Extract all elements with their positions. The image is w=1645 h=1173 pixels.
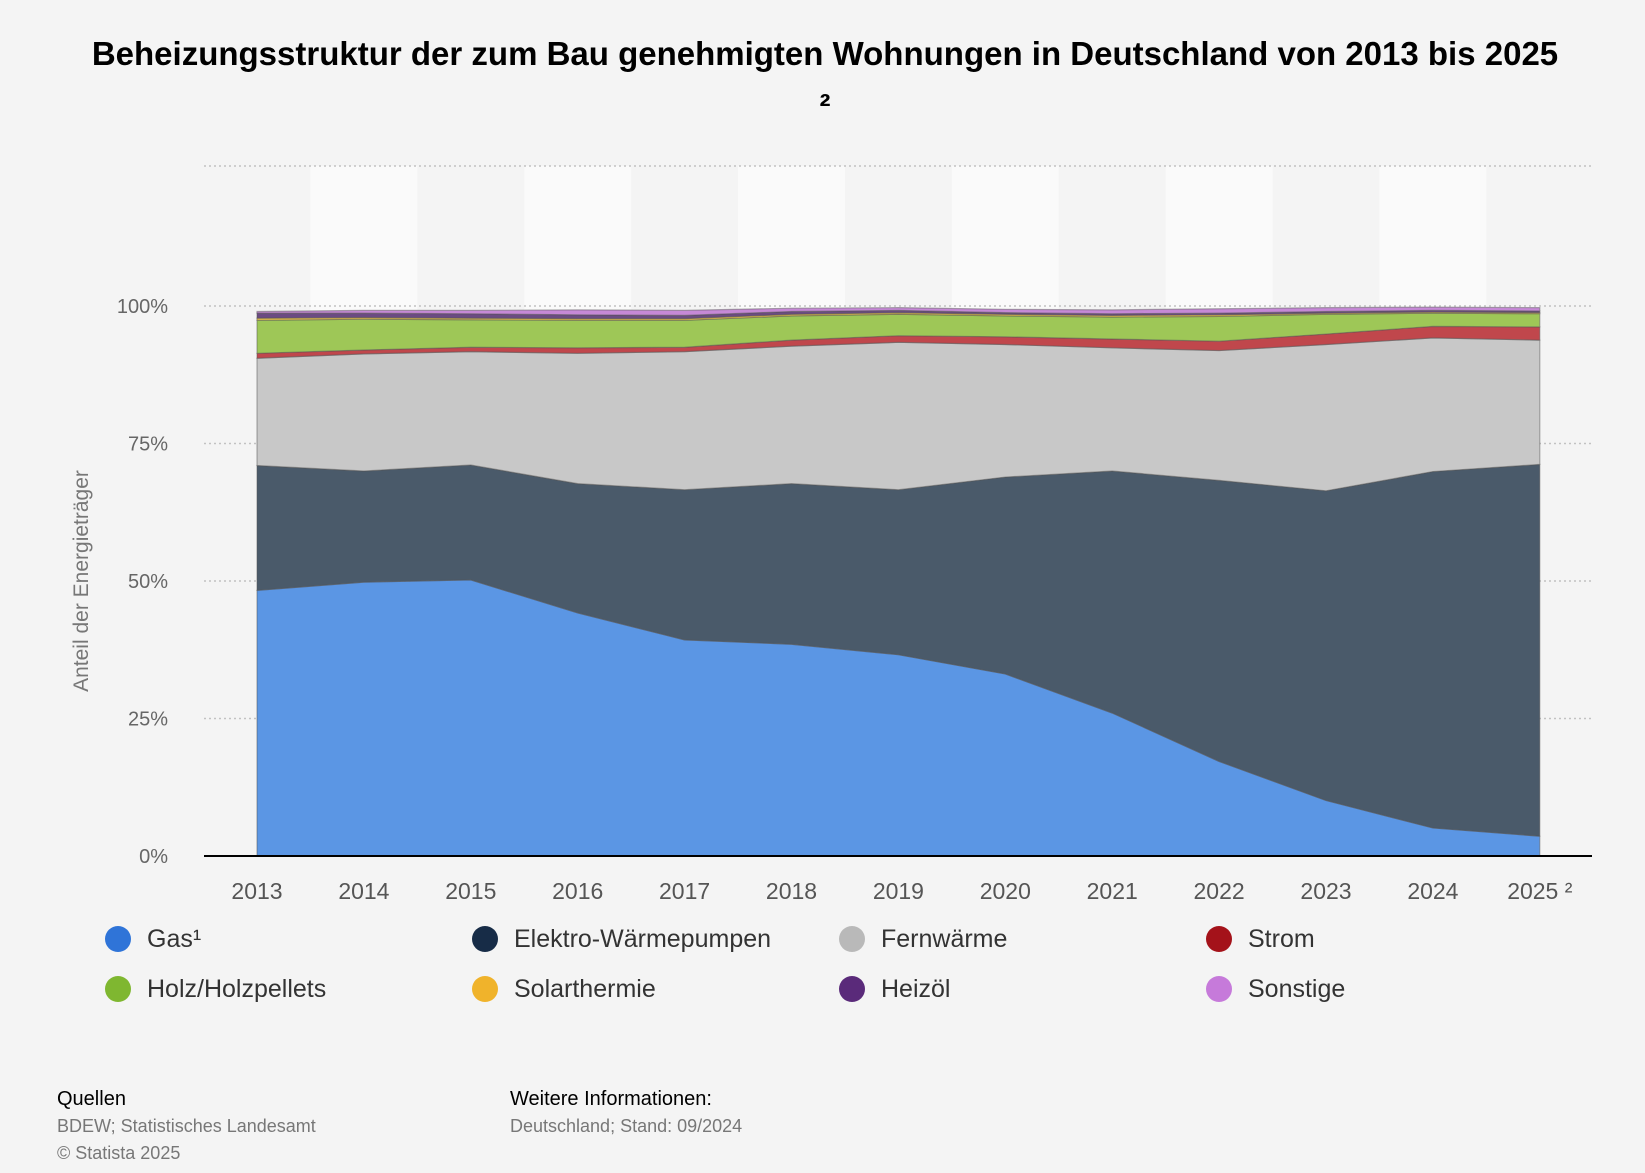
x-tick-label: 2015 (445, 878, 496, 904)
x-tick-label: 2017 (659, 878, 710, 904)
info-text: Deutschland; Stand: 09/2024 (510, 1116, 743, 1136)
legend-label: Heizöl (881, 974, 951, 1003)
area-sonstige (256, 306, 1541, 316)
x-tick-label: 2016 (552, 878, 603, 904)
legend-item[interactable]: Holz/Holzpellets (105, 975, 472, 1003)
sources-block: Quellen BDEW; Statistisches Landesamt © … (57, 1086, 316, 1167)
sources-title[interactable]: Quellen (57, 1088, 126, 1110)
x-tick-label: 2023 (1300, 878, 1351, 904)
area-strom (256, 325, 1541, 359)
y-tick-label: 50% (128, 571, 168, 593)
legend-swatch (1206, 926, 1232, 952)
legend-swatch (1206, 976, 1232, 1002)
legend-label: Fernwärme (881, 924, 1008, 953)
legend-swatch (839, 976, 865, 1002)
legend-label: Sonstige (1248, 974, 1346, 1003)
x-tick-label: 2014 (338, 878, 389, 904)
info-title[interactable]: Weitere Informationen: (510, 1088, 712, 1110)
y-tick-label: 0% (139, 846, 168, 868)
info-block: Weitere Informationen: Deutschland; Stan… (510, 1086, 742, 1140)
legend-label: Gas¹ (147, 924, 202, 953)
area-fernwärme (256, 337, 1541, 492)
x-tick-label: 2022 (1194, 878, 1245, 904)
legend-swatch (105, 976, 131, 1002)
legend-swatch (472, 976, 498, 1002)
x-tick-labels: 2013 2014 2015 2016 2017 2018 2019 2020 2021 2022… (231, 878, 1572, 904)
legend-label: Strom (1248, 924, 1315, 953)
legend-item[interactable]: Fernwärme (839, 925, 1206, 953)
y-axis-label: Anteil der Energieträger (70, 470, 93, 692)
y-tick-labels: 0% 25% 50% 75% 100% (117, 296, 168, 868)
legend-item[interactable]: Strom (1206, 925, 1573, 953)
legend-label: Elektro-Wärmepumpen (514, 924, 772, 953)
legend-item[interactable]: Heizöl (839, 975, 1206, 1003)
stacked-areas (256, 306, 1541, 857)
legend-label: Solarthermie (514, 974, 656, 1003)
x-tick-label: 2019 (873, 878, 924, 904)
copyright-text: © Statista 2025 (57, 1143, 181, 1163)
x-tick-label: 2020 (980, 878, 1031, 904)
area-holz-holzpellets (256, 312, 1541, 354)
sources-text: BDEW; Statistisches Landesamt (57, 1116, 316, 1136)
legend-swatch (105, 926, 131, 952)
x-tick-label: 2013 (231, 878, 282, 904)
y-tick-label: 100% (117, 296, 168, 318)
legend-swatch (839, 926, 865, 952)
x-tick-label: 2021 (1087, 878, 1138, 904)
area-heizöl (256, 309, 1541, 320)
x-tick-label: 2025 ² (1507, 878, 1573, 904)
chart-title: Beheizungsstruktur der zum Bau genehmigt… (91, 35, 1559, 124)
legend-item[interactable]: Solarthermie (472, 975, 839, 1003)
chart: 0% 25% 50% 75% 100% 2013 2014 2015 2016 2017 2018… (70, 165, 1592, 904)
y-tick-label: 75% (128, 434, 168, 456)
legend-item[interactable]: Gas¹ (105, 925, 472, 953)
legend-swatch (472, 926, 498, 952)
legend: Gas¹ Elektro-Wärmepumpen Fernwärme Strom Hol… (105, 925, 1555, 1003)
x-tick-label: 2024 (1407, 878, 1458, 904)
y-tick-label: 25% (128, 709, 168, 731)
legend-item[interactable]: Sonstige (1206, 975, 1573, 1003)
legend-item[interactable]: Elektro-Wärmepumpen (472, 925, 839, 953)
legend-label: Holz/Holzpellets (147, 974, 327, 1003)
x-tick-label: 2018 (766, 878, 817, 904)
